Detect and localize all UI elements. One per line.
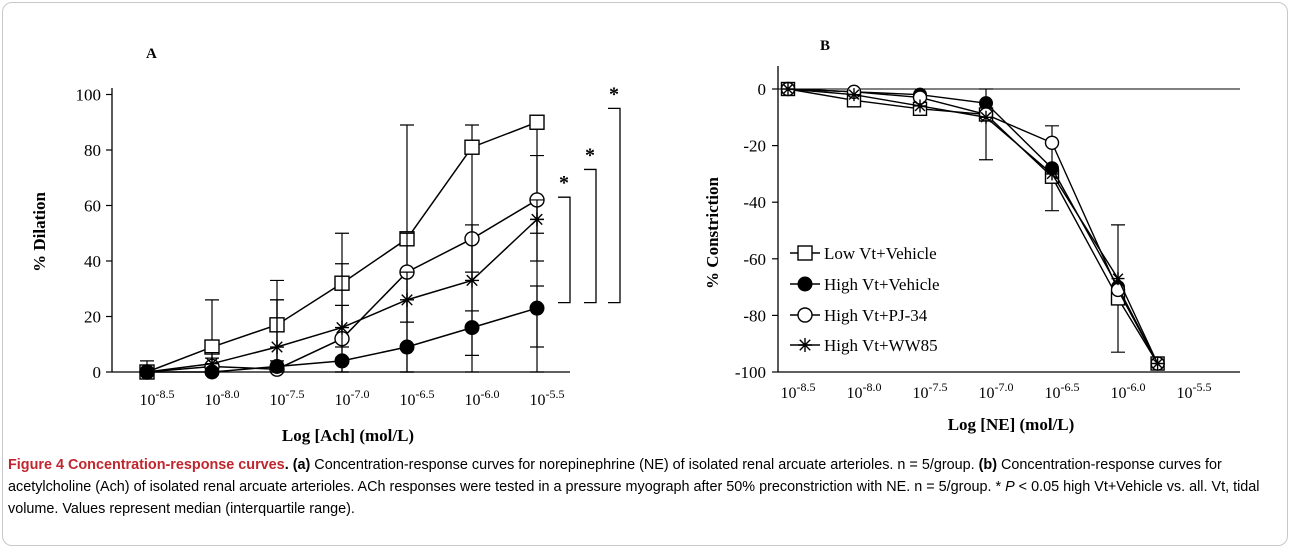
panel-a-y-label: % Dilation <box>30 192 49 272</box>
panel-b-point <box>1151 357 1165 371</box>
panel-a-point <box>334 353 350 369</box>
panel-a-point <box>399 339 415 355</box>
panel-b-x-tick-label: 10-7.5 <box>913 380 948 402</box>
panel-b-legend-item <box>790 307 820 323</box>
panel-a-point <box>529 114 545 130</box>
caption-p-symbol: P <box>1005 479 1015 495</box>
panel-a-point <box>464 139 480 155</box>
panel-a-y-tick-label: 40 <box>84 252 101 271</box>
caption-part-b-label: (b) <box>978 457 998 473</box>
panel-b-legend-marker <box>798 338 812 352</box>
panel-a-significance-bracket <box>608 107 621 304</box>
panel-b-y-label: % Constriction <box>703 177 722 289</box>
panel-a-point <box>204 339 220 355</box>
panel-b-point <box>781 82 795 96</box>
panel-b-legend-marker <box>797 276 813 292</box>
panel-b-legend-label: High Vt+PJ-34 <box>824 306 928 325</box>
panel-b-y-tick-label: -20 <box>743 137 766 156</box>
panel-b-x-label: Log [NE] (mol/L) <box>948 415 1075 434</box>
panel-b-x-tick-label: 10-7.0 <box>979 380 1014 402</box>
panel-b-point <box>1111 272 1125 286</box>
caption-label: Figure 4 Concentration-response curves <box>8 457 285 473</box>
panel-a-x-tick-label: 10-7.0 <box>335 387 370 409</box>
panel-b-y-tick-label: -100 <box>735 363 766 382</box>
panel-b-y-tick-label: -40 <box>743 193 766 212</box>
panel-a-x-label: Log [Ach] (mol/L) <box>282 426 414 445</box>
panel-b-legend-item <box>790 245 820 261</box>
panel-a-point <box>139 364 155 380</box>
panel-b: 10-8.5 10-8.0 10-7.5 10-7.0 10-6.5 10-6.0 10-5… <box>772 66 1240 402</box>
figure-caption: Figure 4 Concentration-response curves. … <box>8 454 1284 520</box>
panel-b-point <box>1044 135 1060 150</box>
panel-b-point <box>847 88 861 102</box>
panel-b-letter: B <box>820 38 830 54</box>
panel-b-y-tick-label: 0 <box>758 80 767 99</box>
panel-a-point <box>335 320 349 335</box>
panel-a-y-tick-label: 60 <box>84 197 101 216</box>
caption-label-dot: . <box>284 457 289 473</box>
panel-a-point <box>204 364 220 380</box>
caption-part-a-label: (a) <box>292 457 311 473</box>
panel-b-point <box>1045 167 1059 181</box>
panel-b-point <box>979 110 993 124</box>
panel-a-significance-star: * <box>609 83 619 105</box>
panel-a-series-circle-filled <box>139 285 545 380</box>
panel-a-x-tick-label: 10-6.5 <box>400 387 435 409</box>
panel-b-y-tick-label: -80 <box>743 306 766 325</box>
panel-a: 10-8.5 10-8.0 10-7.5 10-7.0 10-6.5 10-6.0 10-5… <box>106 88 621 409</box>
panel-b-legend-label: High Vt+WW85 <box>824 336 938 355</box>
panel-b-series-asterisk <box>781 82 1165 371</box>
panel-b-series-square <box>780 81 1165 371</box>
panel-a-x-tick-label: 10-7.5 <box>270 387 305 409</box>
panel-b-y-tick-label: -60 <box>743 250 766 269</box>
panel-b-x-tick-label: 10-8.5 <box>781 380 816 402</box>
panel-a-error-bar <box>530 285 544 348</box>
panel-a-significance-star: * <box>585 144 595 166</box>
panel-a-y-tick-label: 0 <box>93 363 102 382</box>
panel-b-point <box>913 99 927 113</box>
panel-a-x-tick-label: 10-8.0 <box>205 387 240 409</box>
panel-a-error-bar <box>530 199 544 262</box>
panel-a-letter: A <box>146 46 157 62</box>
panel-b-x-tick-label: 10-8.0 <box>847 380 882 402</box>
panel-a-point <box>205 356 219 371</box>
panel-a-point <box>465 273 479 288</box>
panel-a-significance-bracket <box>584 168 597 304</box>
panel-b-series-circle-open <box>780 81 1165 371</box>
caption-tail: < 0.05 high Vt+Vehicle vs. all. Vt, tida… <box>8 479 1260 517</box>
panel-a-point <box>269 358 285 374</box>
panel-a-point <box>270 340 284 355</box>
panel-b-x-tick-label: 10-6.0 <box>1111 380 1146 402</box>
panel-b-legend-label: High Vt+Vehicle <box>824 275 940 294</box>
panel-a-significance-star: * <box>559 172 569 194</box>
panel-b-x-tick-label: 10-6.5 <box>1045 380 1080 402</box>
panel-a-x-tick-label: 10-6.0 <box>465 387 500 409</box>
panel-a-significance-bracket <box>558 196 571 304</box>
panel-a-point <box>464 320 480 336</box>
caption-part-b-text: Concentration-response curves for acetyl… <box>8 457 1222 495</box>
panel-a-point <box>530 212 544 227</box>
panel-b-legend-marker <box>797 245 813 261</box>
panel-b-x-tick-label: 10-5.5 <box>1177 380 1212 402</box>
caption-part-a-text: Concentration-response curves for norepi… <box>310 457 979 473</box>
panel-a-x-tick-label: 10-5.5 <box>530 387 565 409</box>
panel-a-x-tick-label: 10-8.5 <box>140 387 175 409</box>
panel-a-point <box>529 300 545 316</box>
panel-a-point <box>400 292 414 307</box>
panel-b-legend-item <box>790 276 820 292</box>
panel-a-y-tick-label: 20 <box>84 308 101 327</box>
chart-a: 10-8.5 10-8.0 10-7.5 10-7.0 10-6.5 10-6.0 10-5… <box>30 38 1240 445</box>
panel-a-y-tick-label: 80 <box>84 141 101 160</box>
panel-b-series-circle-filled <box>781 82 1165 371</box>
panel-a-y-tick-label: 100 <box>76 86 102 105</box>
panel-b-legend-item <box>790 338 820 352</box>
panel-b-legend-marker <box>797 307 813 323</box>
panel-b-legend-label: Low Vt+Vehicle <box>824 244 937 263</box>
